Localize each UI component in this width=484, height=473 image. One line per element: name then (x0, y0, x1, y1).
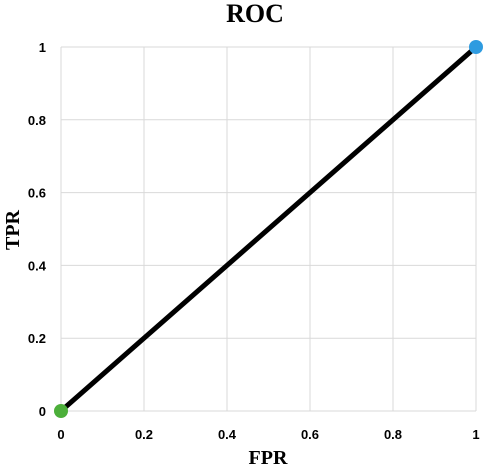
y-tick-label: 0.6 (28, 186, 46, 201)
y-tick-label: 0 (39, 404, 46, 419)
x-tick-labels: 0 0.2 0.4 0.6 0.8 1 (57, 427, 479, 442)
y-tick-label: 0.2 (28, 331, 46, 346)
y-tick-labels: 0 0.2 0.4 0.6 0.8 1 (28, 40, 47, 419)
data-point (54, 404, 68, 418)
x-tick-label: 0 (57, 427, 64, 442)
y-tick-label: 0.8 (28, 113, 46, 128)
x-tick-label: 0.6 (301, 427, 319, 442)
series-layer (58, 44, 479, 414)
chart-title: ROC (226, 0, 284, 28)
grid-lines (60, 46, 477, 412)
data-point (469, 40, 483, 54)
x-axis-label: FPR (249, 447, 288, 468)
x-tick-label: 0.8 (384, 427, 402, 442)
roc-line (58, 44, 479, 414)
y-tick-label: 1 (39, 40, 46, 55)
x-tick-label: 1 (472, 427, 479, 442)
points-layer (54, 40, 483, 418)
x-tick-label: 0.4 (218, 427, 237, 442)
x-tick-label: 0.2 (135, 427, 153, 442)
y-axis-label: TPR (2, 209, 24, 250)
y-tick-label: 0.4 (28, 258, 47, 273)
